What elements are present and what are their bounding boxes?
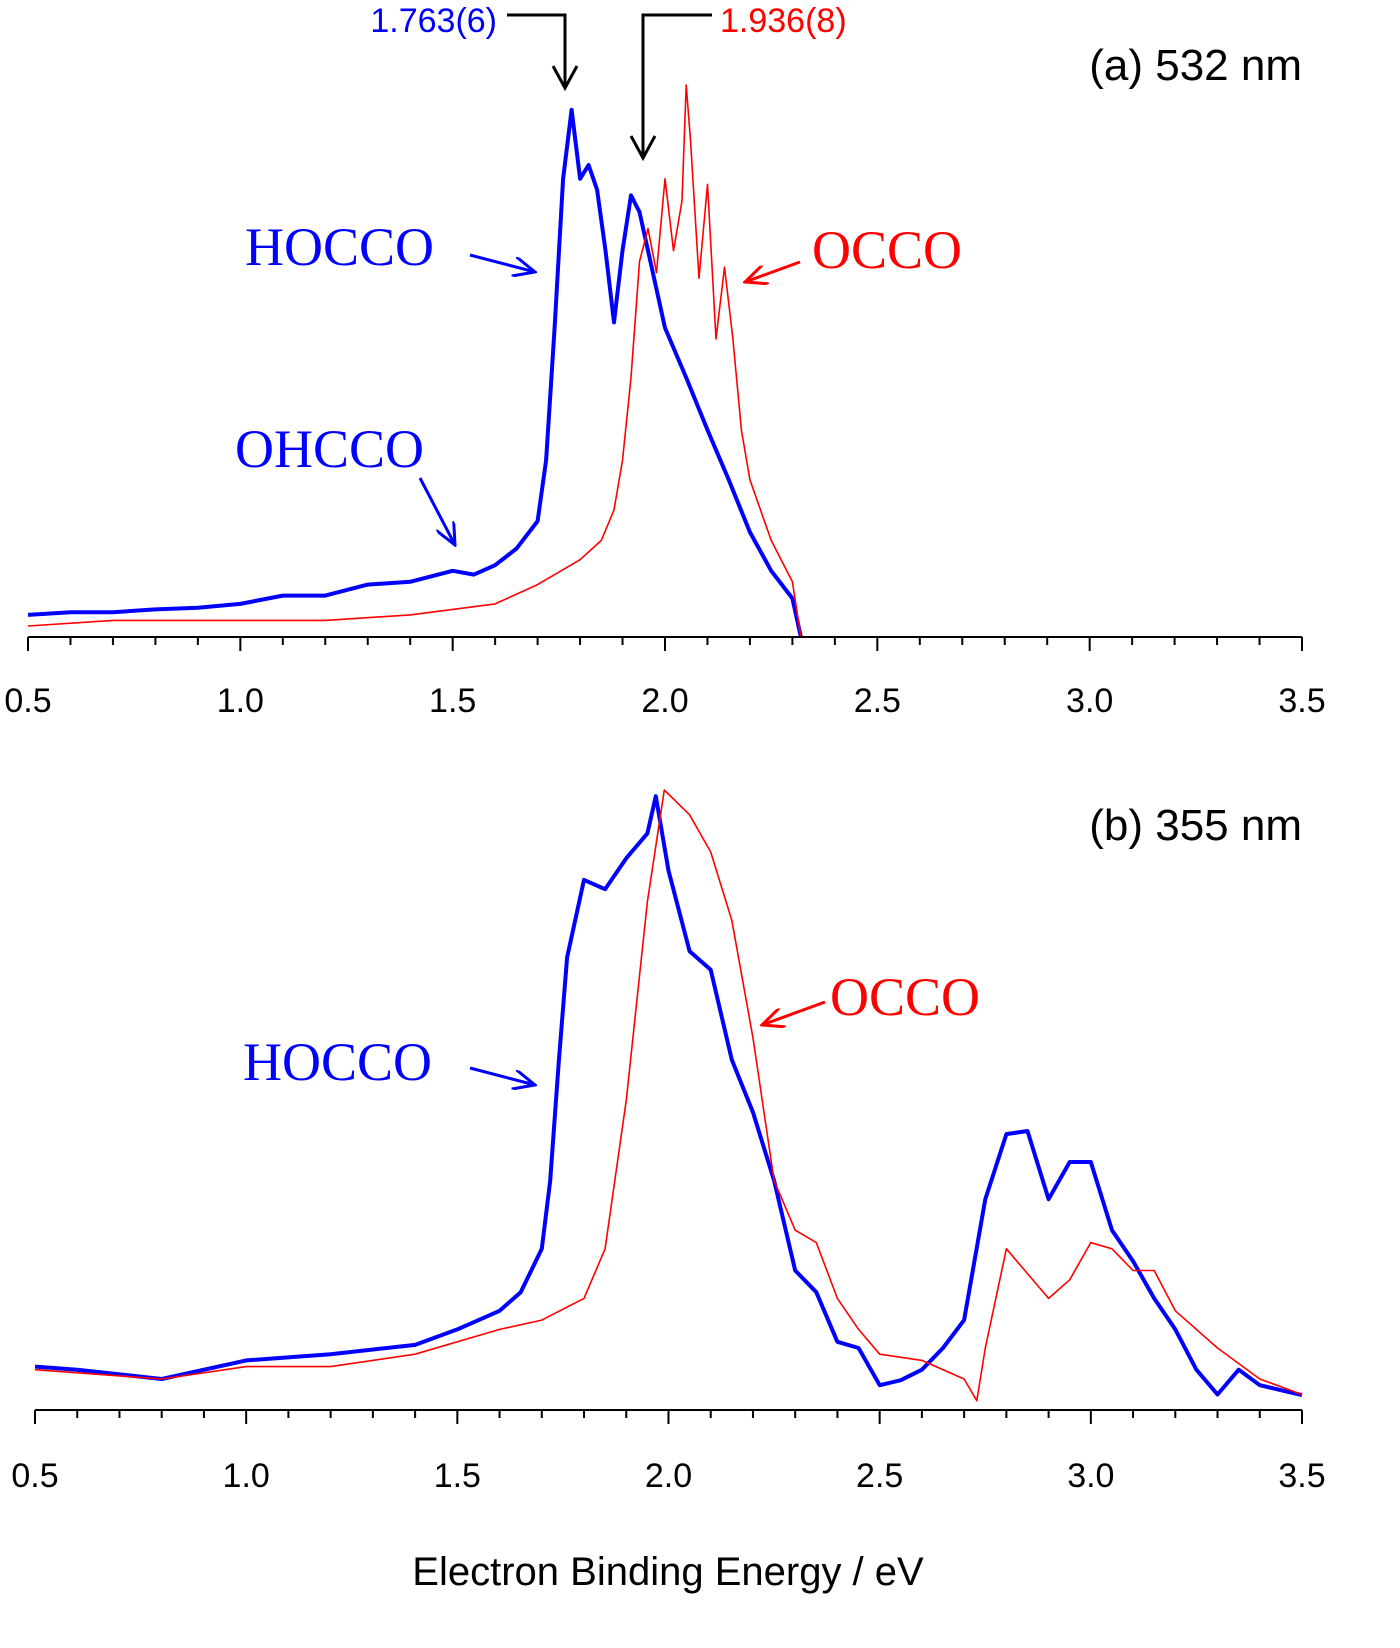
arrow — [762, 1000, 826, 1025]
x-tick-label: 3.0 — [1066, 682, 1113, 720]
annotation: OCCO — [830, 967, 980, 1027]
arrow-head — [551, 65, 579, 92]
x-tick-label: 3.0 — [1067, 1457, 1114, 1495]
x-tick-label: 1.0 — [217, 682, 264, 720]
annotation: OHCCO — [235, 419, 424, 479]
x-tick-label: 3.5 — [1278, 1457, 1325, 1495]
annotation: HOCCO — [245, 217, 434, 277]
annotation: HOCCO — [243, 1032, 432, 1092]
arrow — [418, 477, 455, 545]
x-axis-label: Electron Binding Energy / eV — [412, 1550, 924, 1594]
x-tick-label: 0.5 — [11, 1457, 58, 1495]
x-tick-label: 0.5 — [4, 682, 51, 720]
arrow — [469, 1066, 535, 1085]
data-line — [34, 789, 1303, 1402]
x-tick-label: 1.0 — [223, 1457, 270, 1495]
arrow — [641, 13, 712, 158]
data-line — [34, 794, 1303, 1398]
arrow — [507, 13, 567, 88]
panel-title: (b) 355 nm — [1089, 801, 1302, 850]
arrows — [418, 13, 826, 1085]
panel-title: (a) 532 nm — [1089, 41, 1302, 90]
annotation: OCCO — [812, 220, 962, 280]
x-tick-label: 3.5 — [1278, 682, 1325, 720]
x-tick-label: 2.0 — [641, 682, 688, 720]
data-line — [27, 84, 802, 638]
x-tick-label: 2.5 — [854, 682, 901, 720]
data-line — [27, 107, 803, 638]
annotation: 1.936(8) — [720, 2, 847, 40]
x-tick-label: 1.5 — [429, 682, 476, 720]
x-tick-label: 2.0 — [645, 1457, 692, 1495]
arrow-head — [629, 135, 657, 162]
x-tick-label: 1.5 — [434, 1457, 481, 1495]
arrow — [469, 253, 535, 272]
arrow — [745, 260, 801, 282]
annotation: 1.763(6) — [370, 2, 497, 40]
x-tick-label: 2.5 — [856, 1457, 903, 1495]
